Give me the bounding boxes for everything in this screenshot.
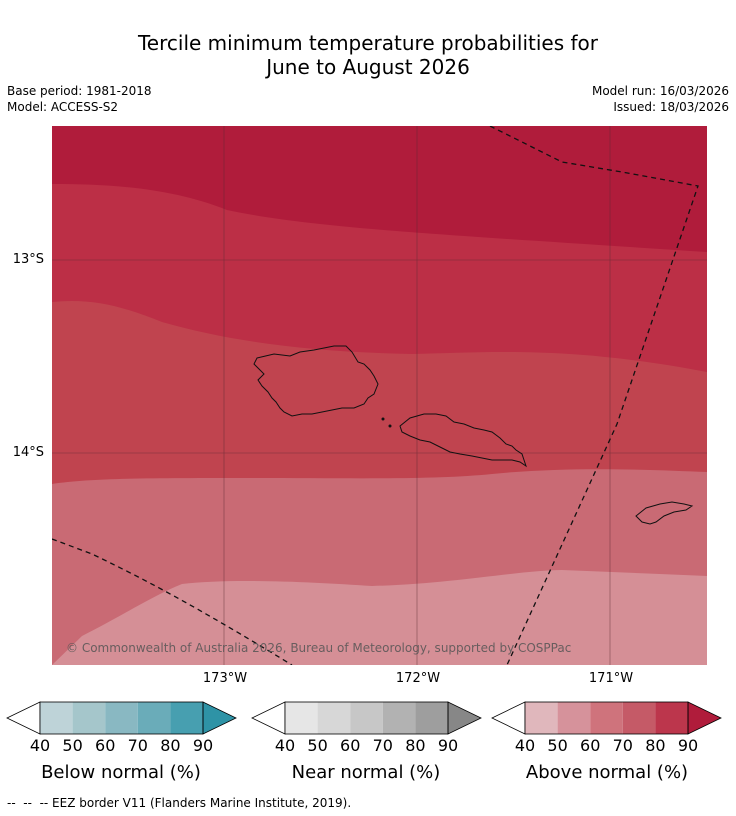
- below-swatch-3: [105, 702, 138, 734]
- tick: 40: [274, 736, 296, 755]
- below-swatch-2: [72, 702, 106, 734]
- grid-lines: [52, 126, 707, 665]
- above-swatch-2: [557, 702, 591, 734]
- meta-left: Base period: 1981-2018 Model: ACCESS-S2: [7, 83, 152, 115]
- below-normal-label: Below normal (%): [41, 762, 201, 783]
- near-swatch-4: [382, 702, 416, 734]
- tick: 90: [677, 736, 699, 755]
- near-swatch-2: [317, 702, 351, 734]
- tick: 40: [514, 736, 536, 755]
- probability-map[interactable]: © Commonwealth of Australia 2026, Bureau…: [52, 126, 707, 665]
- samoa-islands: [253, 345, 694, 525]
- base-period: Base period: 1981-2018: [7, 84, 152, 98]
- upolu-island: [399, 413, 527, 468]
- near-outline: [284, 701, 449, 735]
- lon-label-173w: 173°W: [202, 671, 248, 686]
- tick: 80: [645, 736, 666, 755]
- meta-right: Model run: 16/03/2026 Issued: 18/03/2026: [592, 83, 729, 115]
- lon-label-171w: 171°W: [588, 671, 634, 686]
- near-swatch-5: [415, 702, 448, 734]
- above-extend-high: [687, 701, 722, 735]
- above-normal-label: Above normal (%): [525, 762, 689, 783]
- title-line-2: June to August 2026: [266, 55, 470, 79]
- tick: 90: [192, 736, 214, 755]
- tick: 70: [372, 736, 393, 755]
- model-name: Model: ACCESS-S2: [7, 100, 119, 114]
- eez-border: [52, 126, 699, 665]
- lat-label-13s: 13°S: [12, 252, 44, 267]
- band-60: [52, 570, 707, 665]
- tick: 50: [547, 736, 568, 755]
- map-title: Tercile minimum temperature probabilitie…: [0, 31, 736, 79]
- above-outline: [524, 701, 689, 735]
- below-outline: [39, 701, 204, 735]
- tick: 40: [29, 736, 51, 755]
- tick: 60: [340, 736, 361, 755]
- tick: 50: [62, 736, 83, 755]
- above-swatch-3: [590, 702, 623, 734]
- above-swatch-1: [525, 702, 558, 734]
- below-swatch-5: [170, 702, 203, 734]
- tick: 90: [437, 736, 459, 755]
- savaii-island: [253, 345, 379, 417]
- near-normal-label: Near normal (%): [291, 762, 441, 783]
- tick: 70: [127, 736, 148, 755]
- above-swatch-5: [655, 702, 688, 734]
- lon-label-172w: 172°W: [395, 671, 441, 686]
- below-swatch-1: [40, 702, 73, 734]
- tick: 50: [307, 736, 328, 755]
- below-extend-high: [202, 701, 237, 735]
- model-run: Model run: 16/03/2026: [591, 84, 729, 98]
- tick: 60: [580, 736, 601, 755]
- above-swatch-4: [622, 702, 656, 734]
- title-line-1: Tercile minimum temperature probabilitie…: [137, 31, 599, 55]
- copyright-notice: © Commonwealth of Australia 2026, Bureau…: [66, 641, 572, 655]
- tick: 70: [612, 736, 633, 755]
- tick: 60: [95, 736, 116, 755]
- lat-label-14s: 14°S: [12, 445, 44, 460]
- below-extend-low: [6, 701, 41, 735]
- near-extend-high: [447, 701, 482, 735]
- issued-date: Issued: 18/03/2026: [613, 100, 729, 114]
- near-swatch-1: [285, 702, 318, 734]
- tick: 80: [160, 736, 181, 755]
- eez-legend-footer: -- -- -- EEZ border V11 (Flanders Marine…: [7, 796, 352, 810]
- near-swatch-3: [350, 702, 383, 734]
- near-extend-low: [251, 701, 286, 735]
- tick: 80: [405, 736, 426, 755]
- tutuila-island: [635, 501, 694, 525]
- colorbars: [6, 701, 722, 735]
- above-extend-low: [491, 701, 526, 735]
- below-swatch-4: [137, 702, 171, 734]
